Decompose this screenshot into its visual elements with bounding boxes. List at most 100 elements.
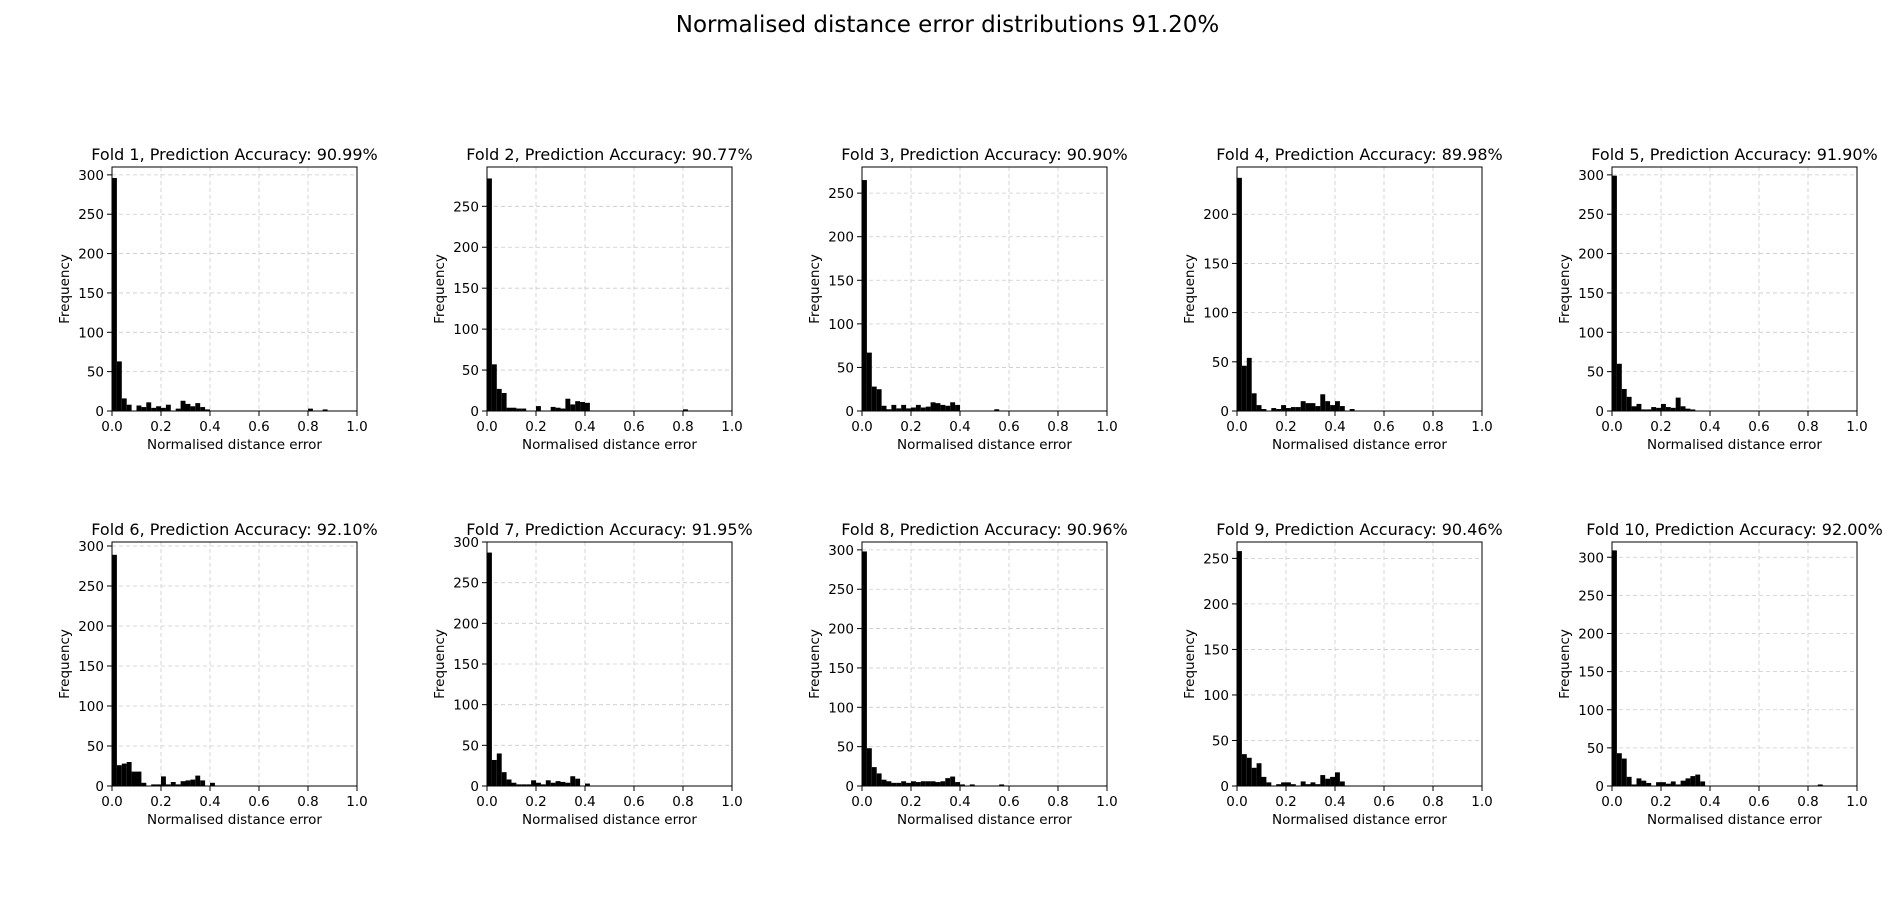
x-tick-label: 0.4 [1699,419,1720,435]
histogram-bar [1349,409,1355,411]
x-tick-label: 0.6 [998,419,1019,435]
histogram-bar [881,405,887,411]
x-tick-label: 0.6 [248,794,269,810]
histogram-bar [141,407,147,411]
y-tick-label: 150 [1578,665,1604,681]
x-tick-label: 0.0 [1601,794,1622,810]
histogram-bar [866,352,872,411]
histogram-bar [126,404,132,411]
x-tick-label: 0.6 [1373,419,1394,435]
histogram-bar [896,782,902,786]
histogram-bar [1300,781,1306,786]
histogram-bar [1241,754,1247,786]
y-tick-label: 250 [1578,588,1604,604]
histogram-bar [555,781,561,786]
y-axis-label: Frequency [1557,254,1573,324]
histogram-bar [866,748,872,786]
histogram-bar [501,392,507,411]
y-tick-label: 50 [87,739,104,755]
y-tick-label: 250 [1578,207,1604,223]
histogram-bar [1295,407,1301,411]
subplot-fold-10: 0.0 0.2 0.4 0.6 0.8 1.0 0 50 100 150 200 250 300 Fold… [1557,520,1883,828]
histogram-bar [1675,397,1681,411]
x-tick-label: 1.0 [721,419,742,435]
histogram-bar [930,781,936,786]
histogram-bar [180,781,186,786]
histogram-bar [1680,406,1686,411]
histogram-bar [521,408,527,411]
axes-frame [1236,166,1483,412]
y-tick-label: 200 [1203,597,1229,613]
y-tick-label: 250 [453,199,479,215]
histogram-bar [994,409,1000,411]
histogram-bar [915,782,921,786]
axes-frame [111,166,358,412]
histogram-bar [308,408,313,411]
y-tick-label: 50 [1587,741,1604,757]
x-tick-label: 0.2 [150,794,171,810]
x-tick-label: 0.2 [525,419,546,435]
x-axis-label: Normalised distance error [147,437,322,453]
y-tick-label: 50 [837,360,854,376]
y-tick-label: 150 [78,659,104,675]
x-tick-label: 0.2 [900,419,921,435]
y-tick-label: 100 [1578,325,1604,341]
histogram-bar [1276,409,1282,411]
x-tick-label: 0.0 [1226,419,1247,435]
y-tick-label: 150 [453,281,479,297]
histogram-bar [511,407,517,411]
x-axis-label: Normalised distance error [522,812,697,828]
histogram-bar [190,779,196,786]
histogram-bar [955,782,960,786]
subplot-title: Fold 10, Prediction Accuracy: 92.00% [1586,520,1883,539]
y-axis-label: Frequency [432,629,448,699]
histogram-bar [190,406,196,411]
histogram-bar [116,361,122,411]
histogram-bar [126,762,132,786]
histogram-bar [1616,363,1622,411]
x-tick-label: 1.0 [1846,419,1867,435]
subplot-title: Fold 9, Prediction Accuracy: 90.46% [1216,520,1502,539]
histogram-bar [1290,784,1296,786]
histogram-bar [876,773,882,786]
histogram-bar [1685,778,1691,786]
x-tick-label: 0.4 [574,794,595,810]
x-tick-label: 1.0 [1471,419,1492,435]
y-tick-label: 0 [95,404,104,420]
histogram-bar [565,398,571,411]
histogram-bar [1286,782,1291,786]
y-tick-label: 300 [78,168,104,184]
x-tick-label: 0.2 [1275,794,1296,810]
histogram-bar [1675,784,1681,786]
x-axis-label: Normalised distance error [1647,437,1822,453]
histogram-bar [1636,403,1642,411]
y-tick-label: 300 [1578,550,1604,566]
histogram-bar [580,401,585,411]
x-tick-label: 0.2 [1275,419,1296,435]
x-tick-label: 0.4 [1324,419,1345,435]
histogram-bar [521,784,527,786]
y-tick-label: 50 [87,365,104,381]
histogram-bar [1325,778,1331,786]
histogram-bar [1651,407,1657,411]
histogram-bar [200,407,206,411]
x-axis-label: Normalised distance error [147,812,322,828]
histogram-bar [862,551,867,786]
histogram-bar [935,782,941,786]
histogram-bar [151,407,157,411]
y-tick-label: 250 [453,576,479,592]
x-tick-label: 0.6 [623,794,644,810]
histogram-bar [121,398,127,411]
y-tick-label: 200 [78,247,104,263]
histogram-bar [506,407,512,411]
subplot-title: Fold 5, Prediction Accuracy: 91.90% [1591,145,1877,164]
x-tick-label: 0.0 [1601,419,1622,435]
histogram-bar [1315,784,1321,786]
histogram-bar [1626,396,1632,411]
histogram-bar [1276,784,1282,786]
histogram-bar [1237,177,1242,411]
histogram-bar [526,784,532,786]
subplot-fold-3: 0.0 0.2 0.4 0.6 0.8 1.0 0 50 100 150 200 250 Fold 3,… [807,145,1128,453]
histogram-bar [906,782,911,786]
histogram-bar [1661,782,1666,786]
